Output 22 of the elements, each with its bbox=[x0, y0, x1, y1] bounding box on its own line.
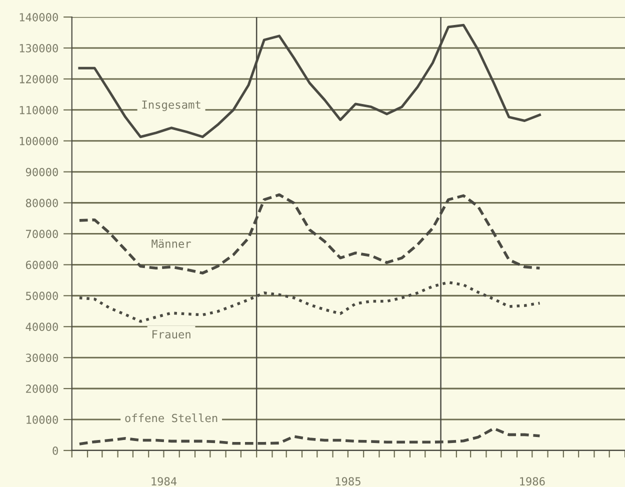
x-tick-label: 1985 bbox=[336, 477, 360, 486]
y-tick-label: 130000 bbox=[20, 44, 58, 52]
y-tick-label: 60000 bbox=[26, 260, 58, 270]
y-tick-label: 40000 bbox=[26, 322, 58, 332]
y-tick-label: 120000 bbox=[20, 74, 58, 84]
y-tick-label: 70000 bbox=[26, 230, 58, 238]
y-tick-label: 100000 bbox=[20, 136, 58, 146]
y-tick-label: 80000 bbox=[26, 198, 58, 208]
y-tick-label: 140000 bbox=[20, 13, 58, 22]
series-label: offene Stellen bbox=[125, 414, 218, 422]
y-tick-label: 20000 bbox=[26, 384, 58, 393]
series-label: Insgesamt bbox=[142, 100, 200, 112]
y-tick-label: 0 bbox=[52, 446, 58, 455]
x-tick-label: 1984 bbox=[152, 477, 177, 486]
y-tick-label: 10000 bbox=[26, 416, 58, 424]
x-tick-label: 1986 bbox=[520, 477, 545, 486]
y-tick-label: 50000 bbox=[26, 292, 58, 300]
series-label: Männer bbox=[152, 239, 191, 248]
y-tick-label: 90000 bbox=[26, 168, 58, 176]
series-label: Frauen bbox=[152, 330, 190, 338]
y-tick-label: 110000 bbox=[20, 106, 58, 114]
y-tick-label: 30000 bbox=[26, 354, 58, 362]
